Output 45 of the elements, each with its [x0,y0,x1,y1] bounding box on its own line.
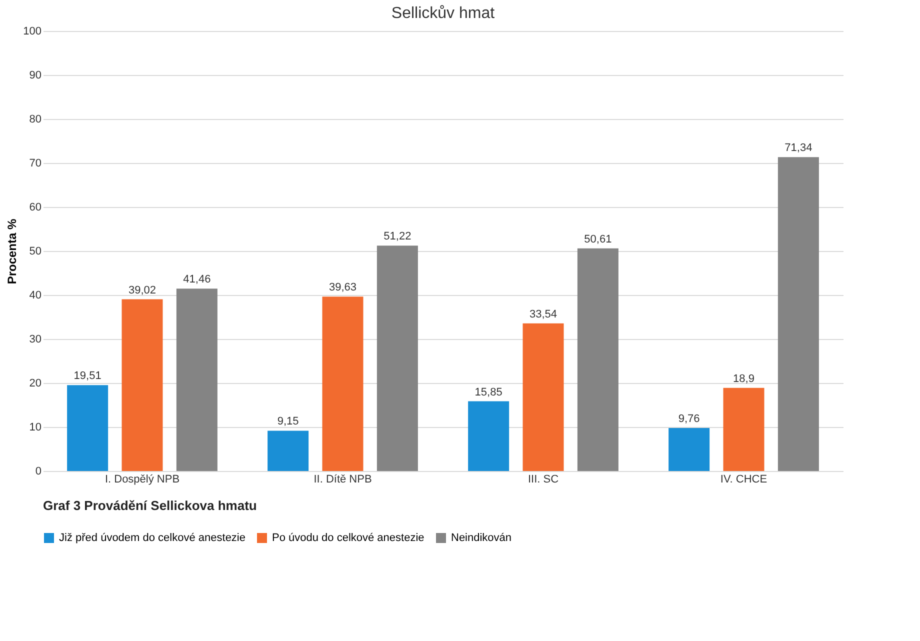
bar [376,246,418,471]
bar [522,323,564,471]
text: Graf 3 Provádění Sellickova hmatu [43,498,257,513]
data-label: 19,51 [74,370,102,382]
legend-label: Neindikován [451,532,512,544]
y-tick-label: 80 [29,114,42,126]
data-label: 39,02 [128,284,156,296]
data-label: 9,76 [678,413,700,426]
data-label: 9,15 [277,416,299,428]
y-tick-label: 10 [29,422,42,434]
y-tick-label: 20 [29,378,42,390]
data-label: 41,46 [183,274,211,286]
bar [577,248,618,471]
x-tick-label: IV. CHCE [720,474,768,486]
y-tick-label: 40 [29,290,42,302]
data-label: 39,63 [328,282,357,294]
bar [723,388,764,471]
bar [122,299,163,471]
data-label: 50,61 [584,233,612,246]
bar [268,430,309,471]
x-tick-label: II. Dítě NPB [314,474,372,486]
data-label: 71,34 [784,142,812,154]
x-tick-label: I. Dospělý NPB [104,474,180,486]
x-tick-label: III. SC [528,474,559,486]
bar [67,385,108,471]
y-tick-label: 70 [29,158,42,170]
legend-label: Po úvodu do celkové anestezie [272,532,424,544]
data-label: 51,22 [384,230,412,243]
y-tick-label: 50 [29,246,42,258]
legend-label: Již před úvodem do celkové anestezie [59,532,246,544]
data-label: 15,85 [474,386,502,398]
bar [176,288,218,471]
y-tick-label: 60 [29,202,42,214]
y-axis-title: Procenta % [5,218,20,284]
bar [668,428,710,471]
y-tick-label: 0 [35,466,42,478]
y-tick-label: 30 [29,334,42,346]
bar [468,401,510,471]
data-label: 18,9 [733,372,754,385]
y-tick-label: 90 [29,70,42,82]
y-tick-label: 100 [23,26,42,38]
chart-title: Sellickův hmat [391,5,496,22]
bar [322,296,364,471]
data-label: 33,54 [529,308,558,320]
bar [778,157,819,471]
